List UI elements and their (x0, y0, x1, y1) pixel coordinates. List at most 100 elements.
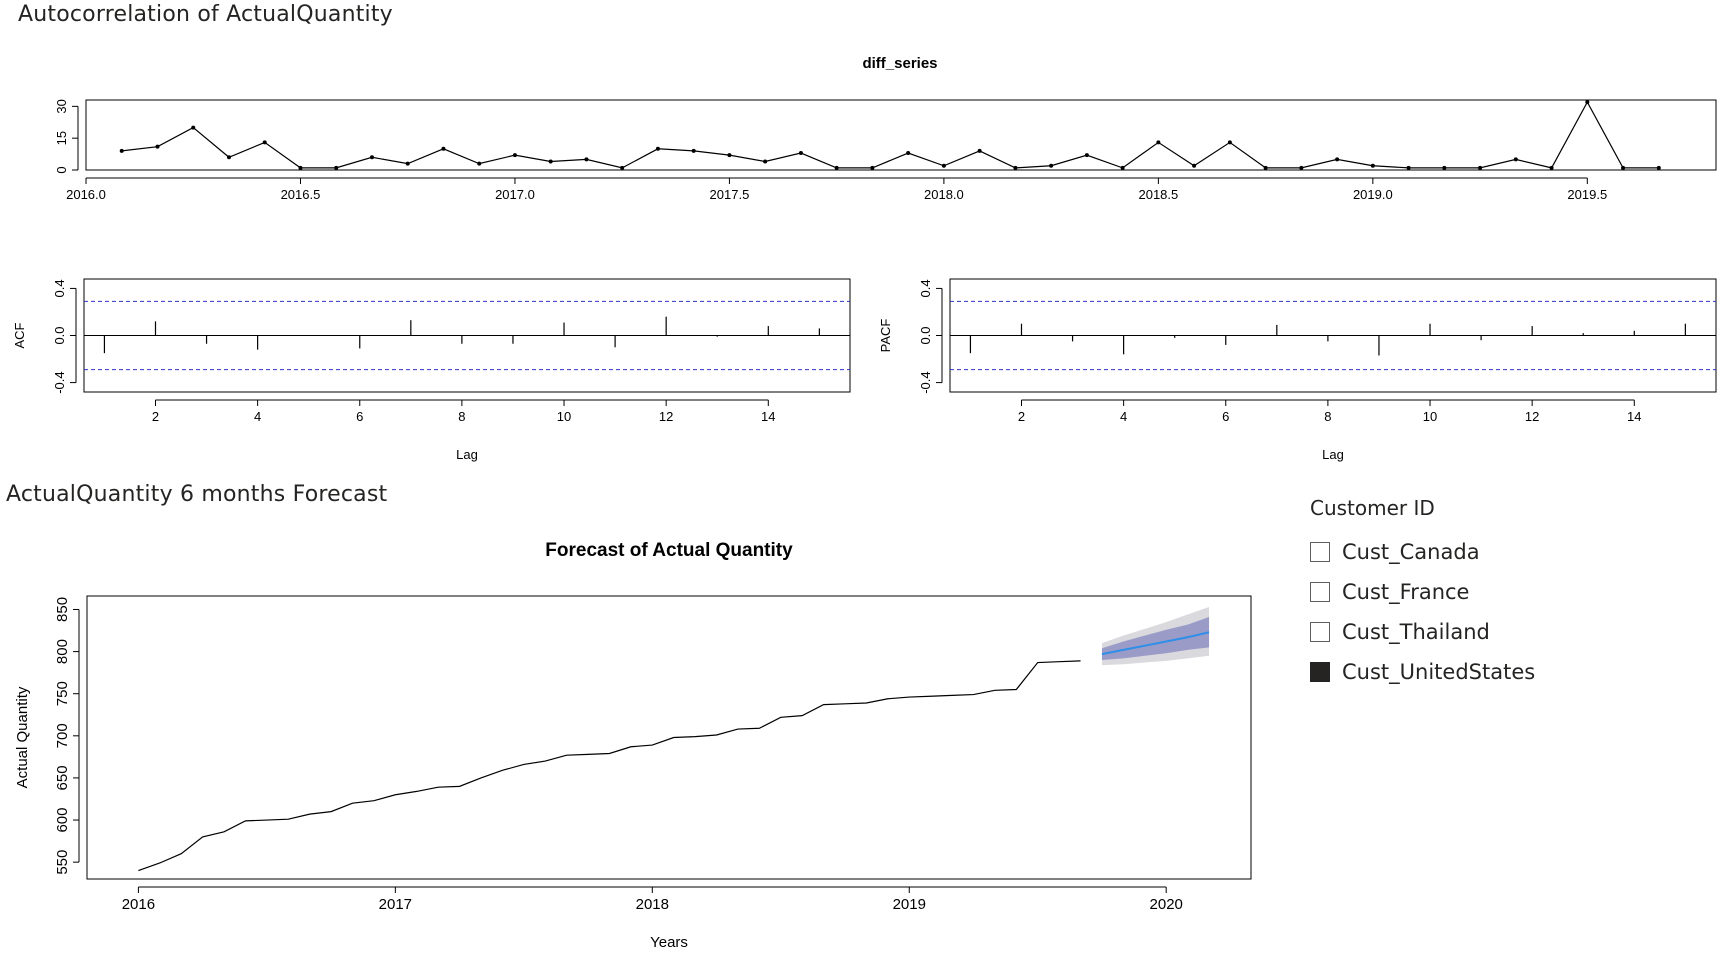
y-tick-label: 700 (54, 723, 71, 748)
y-tick-label: 0 (54, 166, 69, 173)
y-axis-label: PACF (878, 319, 893, 353)
x-tick-label: 2017.0 (495, 187, 535, 202)
slicer-items: Cust_Canada Cust_France Cust_Thailand Cust_… (1310, 532, 1670, 692)
checkbox[interactable] (1310, 662, 1330, 682)
data-point (1084, 153, 1089, 158)
forecast-visual-title: ActualQuantity 6 months Forecast (6, 482, 388, 507)
y-tick-label: 30 (54, 99, 69, 113)
checkbox[interactable] (1310, 542, 1330, 562)
chart-title: diff_series (862, 55, 937, 72)
slicer-item-cust-thailand[interactable]: Cust_Thailand (1310, 612, 1670, 652)
checkbox[interactable] (1310, 582, 1330, 602)
x-tick-label: 6 (1222, 409, 1229, 424)
slicer-item-label: Cust_France (1342, 580, 1470, 604)
data-point (1013, 165, 1018, 170)
x-tick-label: 2018 (636, 896, 669, 913)
y-tick-label: -0.4 (918, 371, 933, 393)
data-point (1120, 165, 1125, 170)
y-tick-label: -0.4 (52, 371, 67, 393)
forecast-chart: 2016 2017 2018 2019 2020 550 600 650 700 750 800 85… (14, 540, 1252, 951)
y-tick-label: 650 (54, 765, 71, 790)
y-tick-label: 0.0 (52, 326, 67, 344)
x-tick-label: 8 (1324, 409, 1331, 424)
x-tick-label: 4 (254, 409, 261, 424)
y-tick-label: 550 (54, 850, 71, 875)
data-point (1156, 140, 1161, 145)
data-point (334, 165, 339, 170)
data-point (226, 155, 231, 160)
x-tick-label: 14 (761, 409, 775, 424)
x-tick-label: 4 (1120, 409, 1127, 424)
data-point (512, 153, 517, 158)
data-point (1192, 163, 1197, 168)
x-tick-label: 2016.0 (66, 187, 106, 202)
data-point (1227, 140, 1232, 145)
data-point (691, 148, 696, 153)
data-point (262, 140, 267, 145)
data-point (1049, 163, 1054, 168)
x-tick-label: 2017.5 (710, 187, 750, 202)
data-point (1513, 157, 1518, 162)
data-point (1478, 165, 1483, 170)
slicer-item-cust-unitedstates[interactable]: Cust_UnitedStates (1310, 652, 1670, 692)
acf-visual-title: Autocorrelation of ActualQuantity (18, 2, 393, 27)
plot-frame (86, 595, 1252, 880)
x-tick-label: 10 (557, 409, 571, 424)
x-axis-label: Lag (1322, 447, 1344, 462)
y-tick-label: 0.4 (918, 279, 933, 297)
data-point (1442, 165, 1447, 170)
y-axis-label: ACF (12, 322, 27, 348)
y-tick-label: 600 (54, 808, 71, 833)
data-point (870, 165, 875, 170)
x-tick-label: 2 (1018, 409, 1025, 424)
x-axis-label: Years (650, 934, 688, 951)
data-point (298, 165, 303, 170)
data-point (119, 148, 124, 153)
slicer-header: Customer ID (1310, 496, 1435, 520)
data-point (369, 155, 374, 160)
y-tick-label: 0.0 (918, 326, 933, 344)
data-point (441, 146, 446, 151)
x-tick-label: 2019 (893, 896, 926, 913)
data-point (1585, 100, 1590, 105)
data-point (620, 165, 625, 170)
data-point (834, 165, 839, 170)
y-tick-label: 15 (54, 131, 69, 145)
slicer-item-cust-canada[interactable]: Cust_Canada (1310, 532, 1670, 572)
data-point (906, 151, 911, 156)
data-point (1406, 165, 1411, 170)
x-tick-label: 2018.0 (924, 187, 964, 202)
data-point (405, 161, 410, 166)
data-point (477, 161, 482, 166)
x-tick-label: 2018.5 (1138, 187, 1178, 202)
y-tick-label: 850 (54, 597, 71, 622)
slicer-item-label: Cust_Thailand (1342, 620, 1490, 644)
data-point (1263, 165, 1268, 170)
x-tick-label: 14 (1627, 409, 1641, 424)
data-point (1299, 165, 1304, 170)
x-tick-label: 2020 (1150, 896, 1183, 913)
x-tick-label: 2016 (122, 896, 155, 913)
x-tick-label: 2017 (379, 896, 412, 913)
y-tick-label: 750 (54, 681, 71, 706)
x-tick-label: 6 (356, 409, 363, 424)
slicer-item-cust-france[interactable]: Cust_France (1310, 572, 1670, 612)
customer-id-slicer: Customer ID Cust_Canada Cust_France Cust_T… (1310, 496, 1670, 692)
x-tick-label: 12 (1525, 409, 1539, 424)
chart-title: Forecast of Actual Quantity (545, 540, 793, 561)
y-axis-label: Actual Quantity (14, 686, 31, 788)
diff-series-chart: 2016.0 2016.5 2017.0 2017.5 2018.0 2018.5 2019… (54, 55, 1717, 202)
checkbox[interactable] (1310, 622, 1330, 642)
data-point (1621, 165, 1626, 170)
data-point (798, 151, 803, 156)
data-point (763, 159, 768, 164)
data-point (548, 159, 553, 164)
data-point (191, 125, 196, 130)
pacf-chart: 2 4 6 8 10 12 14 -0.4 0.0 0.4 Lag PACF (878, 278, 1717, 462)
slicer-item-label: Cust_UnitedStates (1342, 660, 1536, 684)
data-point (941, 163, 946, 168)
forecast-line (1101, 631, 1210, 656)
data-point (727, 153, 732, 158)
x-tick-label: 2019.0 (1353, 187, 1393, 202)
